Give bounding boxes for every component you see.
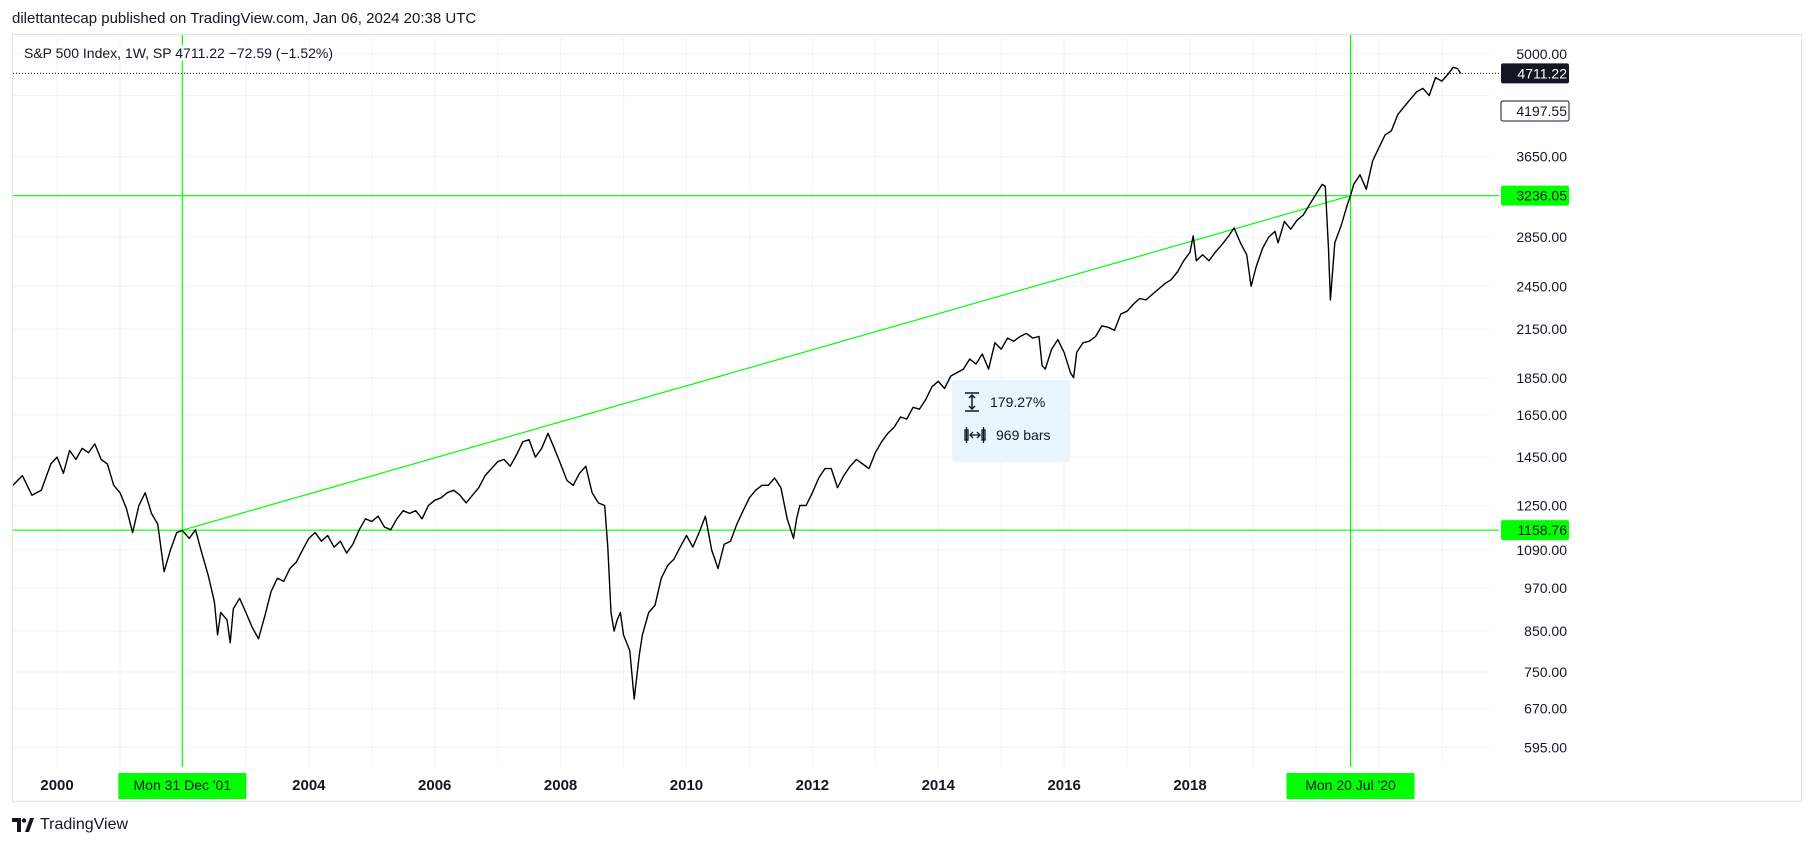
tradingview-brand-text: TradingView	[40, 816, 129, 833]
y-axis-tick-label: 750.00	[1524, 664, 1567, 680]
tradingview-branding[interactable]: TradingView	[12, 816, 128, 834]
horizontal-level-badge-bg	[1501, 520, 1569, 541]
y-axis-tick-label: 2850.00	[1516, 229, 1567, 245]
vertical-range-icon	[965, 392, 979, 412]
y-axis-tick-label: 1090.00	[1516, 542, 1567, 558]
x-axis-tick-label: 2010	[670, 777, 703, 794]
y-axis-tick-label: 1650.00	[1516, 407, 1567, 423]
vertical-marker-badge-bg	[118, 773, 247, 799]
x-axis-tick-label: 2006	[418, 777, 451, 794]
tradingview-logo-icon	[12, 818, 34, 832]
y-axis-tick-label: 5000.00	[1516, 46, 1567, 62]
x-axis-tick-label: 2012	[796, 777, 829, 794]
price-chart[interactable]: 5000.00 3650.00 2850.00 2450.00 2150.00 1850.…	[13, 35, 1803, 803]
vertical-marker-badge: Mon 20 Jul '20	[1305, 777, 1396, 793]
x-axis-tick-label: 2008	[544, 777, 577, 794]
last-visible-price-badge-bg	[1500, 100, 1570, 122]
y-axis-tick-label: 850.00	[1524, 623, 1567, 639]
measure-bars: 969 bars	[996, 427, 1051, 443]
trend-line	[182, 195, 1351, 531]
last-visible-price-badge: 4197.55	[1516, 103, 1567, 119]
y-axis-tick-label: 595.00	[1524, 739, 1567, 755]
vertical-marker-badge-bg	[1286, 773, 1415, 799]
measure-bars-row: 969 bars	[964, 426, 1050, 444]
published-by-line: dilettantecap published on TradingView.c…	[12, 10, 477, 27]
x-axis-tick-label: 2004	[292, 777, 326, 794]
price-range-measure-box[interactable]: 179.27% 969 bars	[952, 380, 1070, 462]
measure-percent: 179.27%	[990, 394, 1046, 410]
current-price-badge-bg	[1501, 63, 1569, 84]
y-axis-tick-label: 670.00	[1524, 701, 1567, 717]
horizontal-range-icon	[964, 427, 986, 443]
chart-frame[interactable]: 5000.00 3650.00 2850.00 2450.00 2150.00 1850.…	[12, 34, 1802, 802]
y-axis-tick-label: 1250.00	[1516, 497, 1567, 513]
y-axis-tick-label: 1450.00	[1516, 449, 1567, 465]
price-series-line	[13, 66, 1462, 700]
measure-percent-row: 179.27%	[964, 392, 1045, 412]
y-axis-tick-label: 2150.00	[1516, 321, 1567, 337]
horizontal-level-badge: 3236.05	[1516, 188, 1567, 204]
x-axis-tick-label: 2016	[1047, 777, 1080, 794]
symbol-legend[interactable]: S&P 500 Index, 1W, SP 4711.22 −72.59 (−1…	[22, 45, 335, 61]
current-price-badge: 4711.22	[1517, 65, 1567, 81]
y-axis-tick-label: 2450.00	[1516, 278, 1567, 294]
x-axis-tick-label: 2018	[1173, 777, 1206, 794]
y-axis-tick-label: 3650.00	[1516, 148, 1567, 164]
y-axis-tick-label: 1850.00	[1516, 370, 1567, 386]
y-axis-tick-label: 970.00	[1524, 580, 1567, 596]
horizontal-level-badge: 1158.76	[1517, 522, 1567, 538]
horizontal-level-badge-bg	[1501, 185, 1569, 206]
vertical-marker-badge: Mon 31 Dec '01	[134, 777, 232, 793]
x-axis-tick-label: 2014	[922, 777, 956, 794]
x-axis-tick-label: 2000	[40, 777, 73, 794]
